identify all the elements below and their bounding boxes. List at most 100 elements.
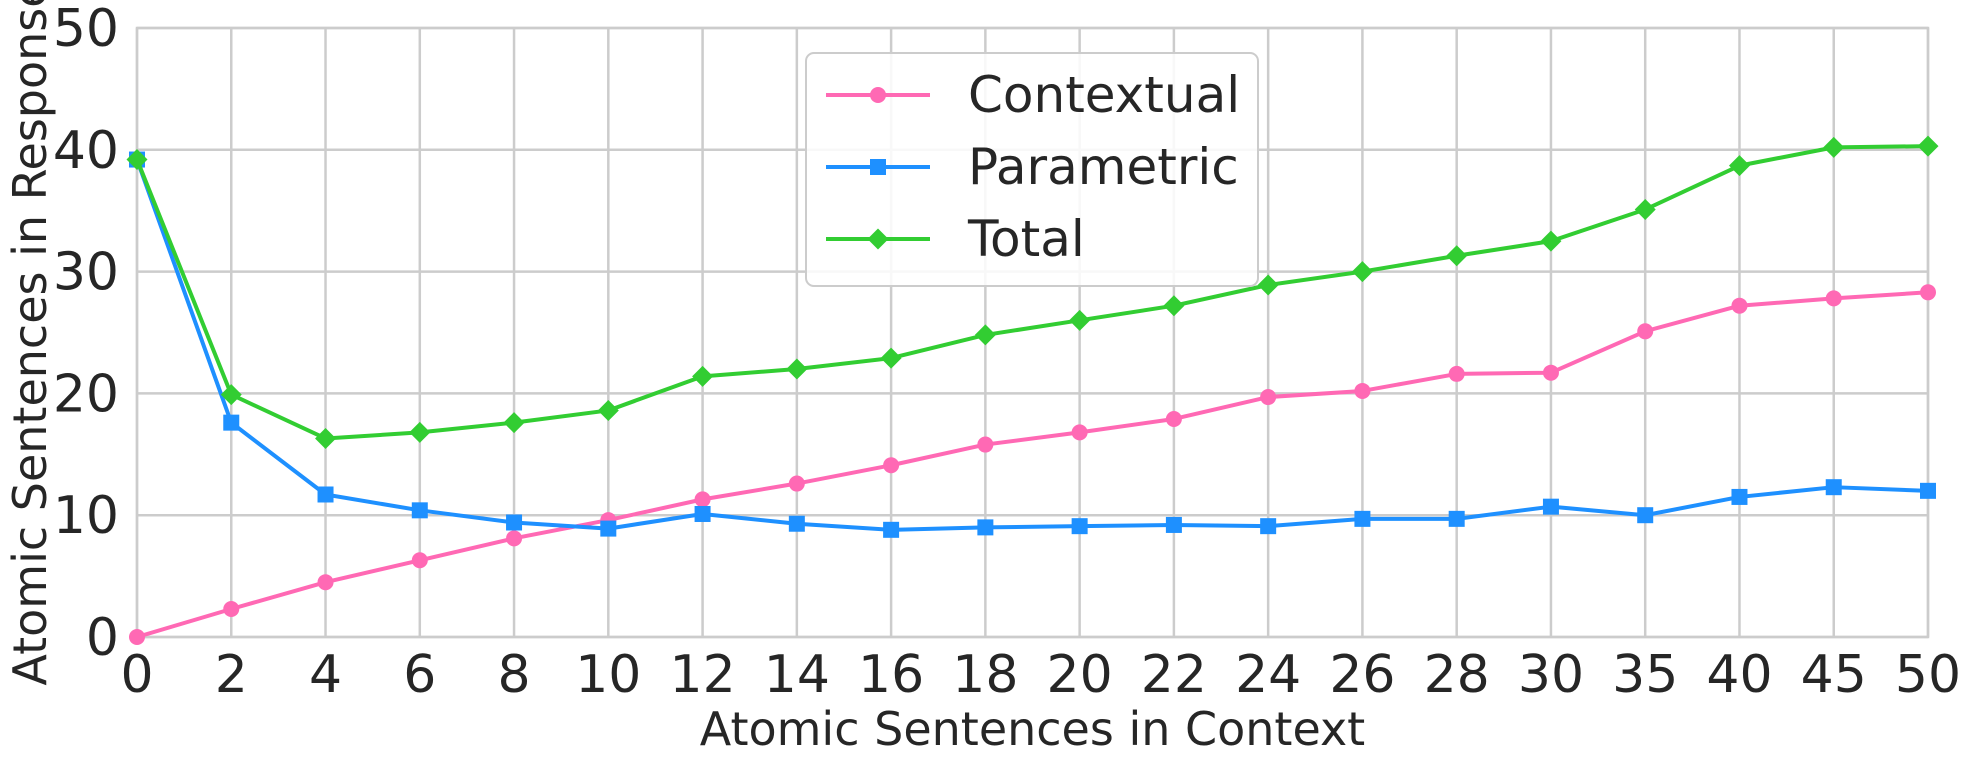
total-point [126, 149, 148, 171]
parametric-point [1637, 507, 1654, 524]
contextual-point [1825, 290, 1842, 307]
parametric-point [1448, 510, 1465, 527]
x-tick-label: 8 [498, 645, 531, 705]
x-axis-label: Atomic Sentences in Context [700, 702, 1365, 756]
legend-label: Contextual [968, 66, 1240, 124]
total-point [1446, 245, 1468, 267]
legend-label: Total [967, 210, 1085, 268]
series-contextual [129, 284, 1936, 645]
total-point [692, 365, 714, 387]
x-tick-label: 16 [858, 645, 924, 705]
total-point [1163, 295, 1185, 317]
series-total [126, 135, 1939, 449]
parametric-point [1731, 488, 1748, 505]
x-tick-label: 28 [1424, 645, 1490, 705]
total-point [220, 384, 242, 406]
x-tick-label: 45 [1801, 645, 1867, 705]
y-tick-label: 40 [53, 121, 119, 181]
total-point [974, 324, 996, 346]
contextual-point [411, 552, 428, 569]
parametric-point [1542, 498, 1559, 515]
legend-swatch-marker [867, 228, 889, 250]
contextual-point [1165, 410, 1182, 427]
total-point [1634, 198, 1656, 220]
x-tick-labels: 0 2 4 6 8 10 12 14 16 18 20 22 24 26 28 30 35 40 45 50 [120, 645, 1961, 705]
y-tick-label: 30 [53, 243, 119, 303]
parametric-point [506, 514, 523, 531]
total-point [597, 399, 619, 421]
parametric-point [223, 414, 240, 431]
x-tick-label: 50 [1895, 645, 1961, 705]
x-tick-label: 22 [1141, 645, 1207, 705]
plot-frame [135, 26, 1930, 639]
total-point [1728, 155, 1750, 177]
series-parametric [129, 151, 1936, 538]
parametric-point [694, 505, 711, 522]
contextual-point [1448, 365, 1465, 382]
total-point [409, 421, 431, 443]
contextual-point [1071, 424, 1088, 441]
y-tick-labels: 0 10 20 30 40 50 [53, 0, 119, 668]
parametric-point [411, 502, 428, 519]
y-tick-label: 0 [86, 608, 119, 668]
x-tick-label: 4 [309, 645, 342, 705]
contextual-point [1920, 284, 1936, 301]
x-tick-label: 20 [1047, 645, 1113, 705]
total-point [1351, 261, 1373, 283]
contextual-point [1637, 323, 1654, 340]
legend-swatch-marker [870, 87, 886, 103]
series-layer [126, 135, 1939, 645]
parametric-point [1260, 518, 1277, 535]
legend-entry-contextual: Contextual [826, 66, 1240, 124]
contextual-point [129, 629, 145, 645]
legend-entry-parametric: Parametric [826, 138, 1239, 196]
legend-entry-total: Total [826, 210, 1085, 268]
contextual-point [1542, 364, 1559, 381]
contextual-point [1731, 297, 1748, 314]
x-tick-label: 14 [764, 645, 830, 705]
legend-swatch-marker [870, 159, 886, 175]
contextual-point [1260, 389, 1277, 406]
parametric-point [1165, 516, 1182, 533]
x-tick-label: 12 [669, 645, 735, 705]
total-point [1917, 135, 1939, 157]
contextual-point [223, 600, 240, 617]
contextual-point [317, 574, 334, 591]
contextual-point [977, 436, 994, 453]
total-point [1823, 136, 1845, 158]
total-point [1257, 274, 1279, 296]
total-point [1069, 309, 1091, 331]
contextual-point [1354, 382, 1371, 399]
parametric-point [1825, 479, 1842, 496]
y-tick-label: 10 [53, 486, 119, 546]
legend: Contextual Parametric Total [805, 52, 1259, 287]
x-tick-label: 6 [403, 645, 436, 705]
total-point [1540, 230, 1562, 252]
parametric-point [1920, 482, 1936, 499]
y-tick-label: 50 [53, 0, 119, 59]
x-tick-label: 40 [1706, 645, 1772, 705]
parametric-point [317, 486, 334, 503]
x-tick-label: 10 [575, 645, 641, 705]
contextual-point [506, 530, 523, 547]
parametric-point [1354, 510, 1371, 527]
contextual-point [883, 457, 900, 474]
x-tick-label: 2 [215, 645, 248, 705]
parametric-point [883, 521, 900, 538]
y-axis-label: Atomic Sentences in Response [3, 0, 57, 686]
x-tick-label: 26 [1329, 645, 1395, 705]
x-tick-label: 24 [1235, 645, 1301, 705]
parametric-point [788, 515, 805, 532]
contextual-line [136, 290, 1929, 639]
parametric-line [135, 158, 1929, 532]
contextual-point [694, 491, 711, 508]
legend-box [805, 52, 1259, 287]
parametric-point [977, 519, 994, 536]
x-tick-label: 0 [120, 645, 153, 705]
total-point [786, 358, 808, 380]
x-tick-label: 30 [1518, 645, 1584, 705]
total-line [135, 144, 1929, 441]
y-tick-label: 20 [53, 364, 119, 424]
